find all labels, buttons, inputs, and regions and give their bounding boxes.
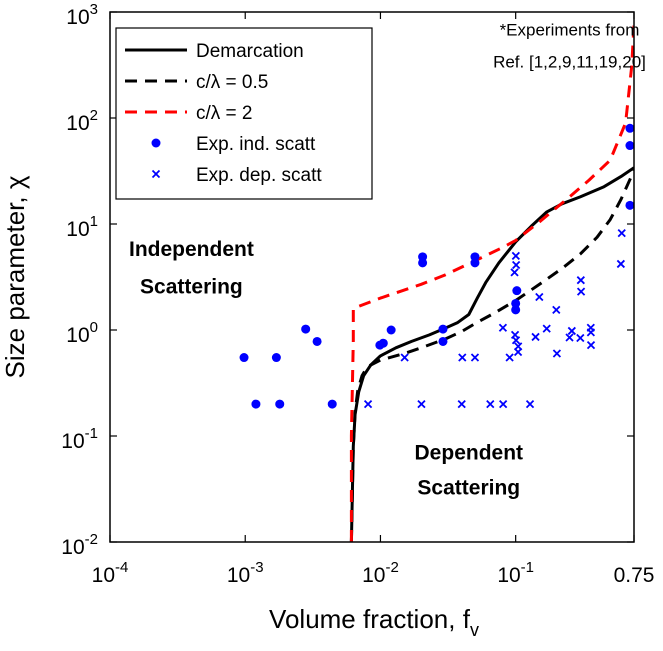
x-axis-label-text: Volume fraction, f (269, 604, 471, 634)
series-1 (349, 169, 634, 542)
point-ind-2 (301, 324, 311, 334)
point-dep-29 (616, 259, 626, 269)
y-axis-label: Size parameter, χ (0, 175, 30, 378)
point-ind-11 (418, 252, 428, 262)
legend-item-4: Exp. dep. scatt (151, 165, 322, 186)
point-dep-5 (525, 399, 535, 409)
x-axis-label: Volume fraction, fv (269, 604, 479, 640)
point-ind-21 (625, 200, 634, 210)
x-tick-label-2: 10-2 (362, 559, 399, 587)
legend-label-4: Exp. dep. scatt (196, 165, 322, 186)
point-dep-21 (586, 340, 596, 350)
point-dep-22 (576, 333, 585, 343)
legend-label-0: Demarcation (196, 41, 304, 62)
point-ind-18 (512, 286, 522, 296)
x-tick-label-1: 10-3 (227, 559, 264, 587)
point-dep-1 (417, 399, 426, 409)
point-ind-8 (378, 338, 388, 348)
plot-frame (109, 11, 635, 543)
point-dep-4 (499, 399, 508, 409)
legend-label-1: c/λ = 0.5 (196, 72, 268, 93)
legend-item-0: Demarcation (125, 41, 304, 62)
point-ind-9 (386, 325, 396, 335)
point-dep-32 (510, 268, 519, 277)
legend-label-3: Exp. ind. scatt (196, 134, 316, 155)
legend-label-2: c/λ = 2 (196, 103, 253, 124)
annotation-5: Scattering (417, 477, 520, 500)
point-dep-15 (531, 332, 540, 342)
point-ind-12 (438, 336, 448, 346)
series-4 (363, 228, 626, 409)
point-dep-2 (457, 399, 466, 409)
series-line-1 (349, 169, 634, 542)
point-dep-18 (567, 326, 576, 336)
point-ind-1 (271, 353, 281, 363)
series-layer (239, 25, 634, 542)
point-dep-20 (565, 333, 574, 342)
y-tick-label-5: 103 (66, 1, 98, 29)
legend-item-1: c/λ = 0.5 (125, 72, 268, 93)
legend-swatch-3 (151, 138, 161, 148)
y-tick-label-2: 100 (66, 319, 98, 347)
point-dep-17 (542, 324, 551, 333)
y-tick-label-0: 10-2 (61, 531, 98, 559)
point-ind-20 (625, 141, 634, 151)
point-ind-0 (239, 353, 249, 363)
point-dep-0 (363, 399, 373, 409)
point-dep-13 (514, 342, 523, 351)
point-ind-4 (251, 399, 261, 409)
axis-tick-labels: 10-4 10-3 10-2 10-1 0.75 10-2 10-1 100 101 102 103 (61, 1, 654, 587)
point-dep-8 (470, 353, 480, 362)
point-dep-6 (400, 353, 409, 362)
point-dep-25 (535, 292, 544, 302)
point-dep-16 (552, 349, 562, 358)
y-tick-label-1: 10-1 (61, 425, 98, 453)
x-tick-label-3: 10-1 (497, 559, 534, 587)
point-dep-14 (511, 336, 521, 345)
point-ind-19 (625, 123, 634, 133)
point-dep-30 (512, 260, 521, 270)
point-dep-9 (505, 353, 514, 362)
x-tick-label-0: 10-4 (92, 559, 129, 587)
point-ind-17 (511, 298, 521, 308)
point-ind-15 (470, 252, 480, 262)
legend-item-3: Exp. ind. scatt (151, 134, 316, 155)
point-dep-23 (586, 323, 595, 332)
legend-item-2: c/λ = 2 (125, 103, 253, 124)
annotation-4: Dependent (415, 442, 524, 465)
point-ind-5 (275, 399, 285, 409)
annotations: *Experiments from Ref. [1,2,9,11,19,20] In… (129, 21, 646, 500)
point-dep-3 (486, 399, 495, 409)
point-dep-24 (552, 305, 561, 314)
point-dep-31 (511, 251, 520, 261)
point-ind-16 (511, 305, 521, 315)
annotation-2: Independent (129, 238, 254, 261)
legend: Demarcation c/λ = 0.5 c/λ = 2 Exp. ind. sca… (115, 27, 373, 200)
series-line-2 (349, 25, 634, 542)
x-axis-label-subscript: v (470, 620, 479, 640)
point-dep-7 (458, 353, 467, 362)
point-ind-13 (438, 324, 448, 334)
legend-swatch-4 (151, 169, 161, 179)
series-3 (239, 123, 634, 409)
point-dep-27 (576, 287, 586, 296)
point-dep-28 (617, 228, 626, 238)
y-tick-label-4: 102 (66, 107, 98, 135)
point-dep-26 (576, 276, 585, 285)
annotation-3: Scattering (140, 276, 243, 299)
y-tick-label-3: 101 (66, 213, 98, 241)
annotation-0: *Experiments from (500, 21, 640, 40)
x-tick-label-4: 0.75 (614, 564, 655, 587)
point-ind-3 (312, 336, 322, 346)
series-2 (349, 25, 634, 542)
point-dep-10 (498, 323, 508, 332)
annotation-1: Ref. [1,2,9,11,19,20] (493, 52, 646, 71)
point-ind-6 (327, 399, 337, 409)
